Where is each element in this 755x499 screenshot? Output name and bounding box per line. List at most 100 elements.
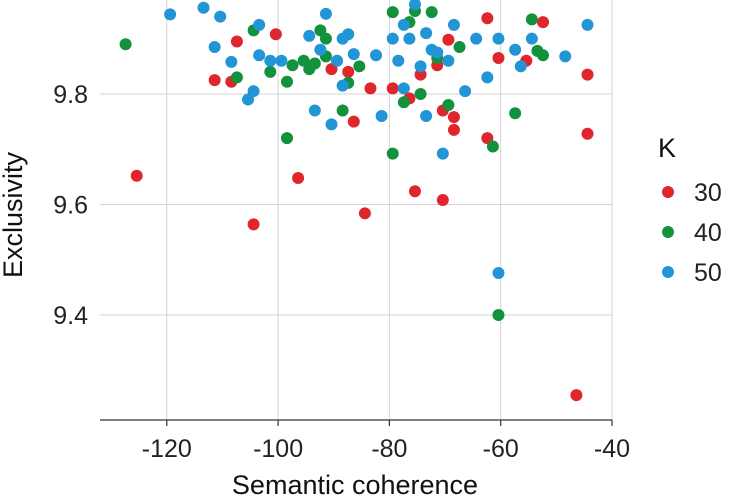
data-point-k30 (208, 74, 221, 87)
data-point-k40 (280, 132, 293, 145)
data-point-k30 (130, 169, 143, 182)
legend: K 30 40 50 (658, 133, 722, 287)
data-point-k50 (308, 104, 321, 117)
legend-marker-k40 (662, 226, 674, 238)
data-point-k50 (431, 46, 444, 59)
data-point-k50 (386, 32, 399, 45)
x-tick-label: -120 (142, 435, 192, 463)
data-point-k50 (514, 60, 527, 73)
data-point-k50 (442, 54, 455, 67)
data-point-k30 (292, 171, 305, 184)
data-point-k50 (275, 54, 288, 67)
data-point-k30 (570, 389, 583, 402)
data-point-k50 (197, 1, 210, 14)
data-point-k30 (481, 12, 494, 25)
legend-label: 50 (694, 259, 722, 287)
data-point-k50 (436, 147, 449, 160)
y-tick-label: 9.8 (53, 81, 88, 109)
data-point-k30 (230, 35, 243, 48)
data-point-k50 (253, 18, 266, 31)
data-point-k50 (325, 118, 338, 131)
data-point-k40 (286, 59, 299, 72)
y-tick-label: 9.6 (53, 191, 88, 219)
data-point-k30 (408, 185, 421, 198)
data-point-k30 (581, 127, 594, 140)
data-point-k50 (314, 43, 327, 56)
data-point-k50 (509, 43, 522, 56)
data-point-k50 (208, 40, 221, 53)
data-point-k50 (408, 0, 421, 11)
data-point-k50 (336, 79, 349, 92)
data-point-k50 (414, 60, 427, 73)
data-point-k50 (331, 54, 344, 67)
grid-layer (100, 0, 613, 420)
data-point-k40 (230, 71, 243, 84)
data-point-k30 (342, 65, 355, 78)
data-point-k40 (280, 75, 293, 88)
x-axis-title: Semantic coherence (232, 470, 478, 499)
data-point-k40 (397, 96, 410, 109)
data-point-k40 (453, 40, 466, 53)
data-point-k40 (319, 32, 332, 45)
data-point-k30 (447, 111, 460, 124)
data-point-k50 (481, 71, 494, 84)
data-point-k50 (347, 48, 360, 61)
data-point-k40 (442, 99, 455, 111)
data-point-k50 (470, 32, 483, 45)
data-point-k40 (425, 6, 438, 19)
data-point-k50 (525, 32, 538, 45)
data-point-k50 (492, 267, 505, 279)
data-point-k30 (247, 218, 260, 231)
x-tick-label: -100 (253, 435, 303, 463)
data-point-k40 (308, 57, 321, 70)
y-axis-title: Exclusivity (0, 151, 28, 278)
data-point-k40 (509, 107, 522, 120)
data-point-k30 (536, 16, 549, 29)
points-layer (119, 0, 594, 402)
data-point-k50 (392, 54, 405, 67)
data-point-k30 (358, 207, 371, 220)
data-point-k50 (253, 49, 266, 62)
data-point-k40 (486, 140, 499, 153)
data-point-k50 (247, 85, 260, 98)
data-point-k50 (264, 54, 277, 67)
data-point-k50 (225, 55, 238, 68)
data-point-k50 (420, 110, 433, 123)
legend-marker-k30 (662, 186, 674, 198)
data-point-k30 (442, 33, 455, 46)
data-point-k30 (447, 123, 460, 136)
data-point-k30 (347, 115, 360, 128)
data-point-k50 (492, 32, 505, 45)
data-point-k50 (447, 18, 460, 31)
data-point-k40 (536, 49, 549, 62)
data-point-k40 (353, 60, 366, 73)
legend-title: K (658, 133, 676, 163)
legend-label: 30 (694, 179, 722, 207)
axis-layer: -120 -100 -80 -60 -40 9.4 9.6 9.8 (53, 81, 630, 463)
data-point-k50 (375, 110, 388, 123)
data-point-k30 (386, 82, 399, 95)
data-point-k50 (403, 32, 416, 45)
data-point-k50 (164, 8, 177, 21)
y-tick-label: 9.4 (53, 302, 88, 330)
legend-label: 40 (694, 219, 722, 247)
data-point-k40 (264, 65, 277, 78)
x-tick-label: -40 (594, 435, 630, 463)
data-point-k30 (414, 68, 427, 81)
data-point-k40 (119, 38, 132, 51)
data-point-k40 (525, 13, 538, 26)
data-point-k40 (386, 147, 399, 160)
data-point-k30 (492, 52, 505, 65)
data-point-k30 (436, 194, 449, 207)
data-point-k50 (397, 82, 410, 95)
data-point-k40 (414, 87, 427, 100)
data-point-k40 (336, 104, 349, 117)
x-tick-label: -60 (483, 435, 519, 463)
data-point-k30 (581, 68, 594, 81)
data-point-k30 (364, 82, 377, 95)
data-point-k50 (214, 10, 227, 23)
data-point-k50 (397, 18, 410, 31)
data-point-k50 (559, 50, 572, 63)
data-point-k50 (303, 29, 316, 42)
